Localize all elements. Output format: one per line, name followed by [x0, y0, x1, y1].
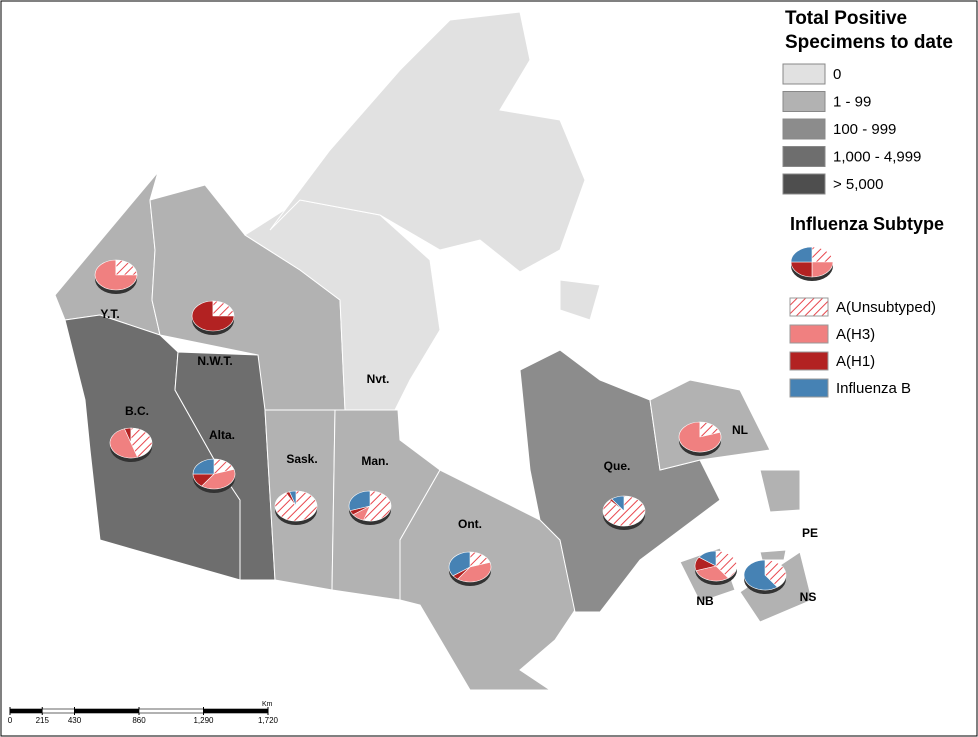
region-label: Sask. [286, 452, 317, 466]
pie-slice [94, 259, 138, 291]
scale-segment [203, 708, 269, 714]
region-label: NL [732, 423, 748, 437]
legend-label: 100 - 999 [833, 121, 896, 138]
scale-label: 0 [8, 716, 13, 725]
pie-slice [212, 300, 235, 317]
legend-label: 1,000 - 4,999 [833, 148, 921, 165]
legend-swatch [782, 146, 826, 167]
subtype-label: A(Unsubtyped) [836, 299, 936, 316]
region [559, 279, 601, 321]
region-label: PE [802, 526, 818, 540]
legend-title: Specimens to date [785, 32, 953, 53]
pie-slice [201, 469, 236, 490]
pie-slice [811, 246, 834, 263]
pie-slice [192, 458, 215, 475]
subtype-swatch [789, 324, 829, 344]
region-label: Alta. [209, 428, 235, 442]
pie-slice [811, 261, 834, 278]
pie-slice [698, 550, 717, 567]
region-label: Ont. [458, 517, 482, 531]
pie-slice [611, 495, 625, 512]
region-label: B.C. [125, 404, 149, 418]
subtype-title: Influenza Subtype [790, 214, 944, 234]
region [399, 469, 576, 691]
region [759, 469, 801, 513]
scale-label: 1,720 [258, 716, 279, 725]
legend-label: > 5,000 [833, 176, 883, 193]
region-label: NB [696, 594, 714, 608]
scale-label: 430 [68, 716, 82, 725]
region-label: Man. [361, 454, 388, 468]
scale-label: 860 [132, 716, 146, 725]
region [519, 349, 721, 613]
scale-label: 1,290 [193, 716, 214, 725]
pie-slice [743, 559, 778, 591]
region-label: Nvt. [367, 372, 390, 386]
pie-slice [191, 300, 235, 332]
pie-slice [764, 559, 787, 588]
pie-slice [289, 490, 297, 507]
legend-title: Total Positive [785, 8, 907, 29]
pie-slice [115, 259, 138, 276]
pie-slice [715, 550, 738, 579]
region [759, 549, 787, 561]
pie-slice [363, 490, 392, 522]
legend-swatch [782, 173, 826, 195]
region-label: Que. [604, 459, 631, 473]
scale-segment [74, 708, 140, 714]
scale-segment [9, 708, 43, 714]
pie-slice [457, 562, 492, 583]
region-label: N.W.T. [197, 354, 232, 368]
legend-label: 1 - 99 [833, 93, 871, 110]
subtype-label: A(H3) [836, 326, 875, 343]
scale-label: 215 [36, 716, 50, 725]
legend-swatch [782, 118, 826, 140]
pie-slice [130, 427, 153, 458]
pie-slice [348, 490, 371, 511]
subtype-label: A(H1) [836, 353, 875, 370]
pie-slice [695, 565, 729, 582]
subtype-swatch [789, 351, 829, 371]
subtype-label: Influenza B [836, 380, 911, 397]
region [269, 11, 586, 273]
region-label: NS [800, 590, 817, 604]
subtype-swatch [789, 297, 829, 317]
pie-slice [448, 551, 471, 577]
region-label: Y.T. [100, 307, 119, 321]
scale-segment [41, 708, 75, 714]
pie-slice [790, 261, 813, 278]
legend-label: 0 [833, 66, 841, 83]
scale-segment [138, 708, 204, 714]
scale-unit: Km [262, 701, 273, 708]
pie-slice [790, 246, 813, 263]
legend-swatch [782, 91, 826, 112]
pie-slice [109, 428, 138, 459]
subtype-swatch [789, 378, 829, 398]
legend-swatch [782, 63, 826, 85]
